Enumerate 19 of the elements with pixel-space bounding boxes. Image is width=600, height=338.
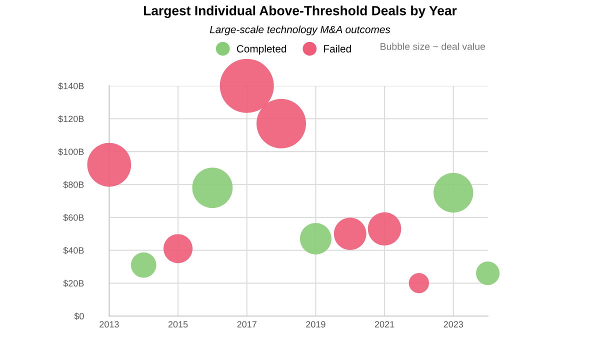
y-tick-label: $140B [58,82,84,90]
x-tick-label: 2015 [168,321,188,328]
x-tick-label: 2021 [374,321,394,328]
y-tick-label: $80B [63,181,84,188]
y-tick-label: $40B [63,246,84,254]
y-tick-label: $60B [63,214,84,222]
chart-subtitle: Large-scale technology M&A outcomes [210,26,390,36]
y-tick-label: $120B [58,115,84,123]
y-tick-label: $100B [58,148,84,156]
x-tick-label: 2023 [444,321,464,328]
chart-title: Largest Individual Above-Threshold Deals by Year [144,6,457,18]
y-tick-label: $20B [63,280,84,288]
legend-label: Failed [324,44,351,53]
legend-label: Completed [236,44,286,55]
x-tick-label: 2013 [100,321,119,328]
x-tick-label: 2017 [237,321,256,328]
y-tick-label: $0 [74,312,84,320]
text: Bubble size ~ deal value [380,42,486,50]
x-tick-label: 2019 [306,321,326,328]
